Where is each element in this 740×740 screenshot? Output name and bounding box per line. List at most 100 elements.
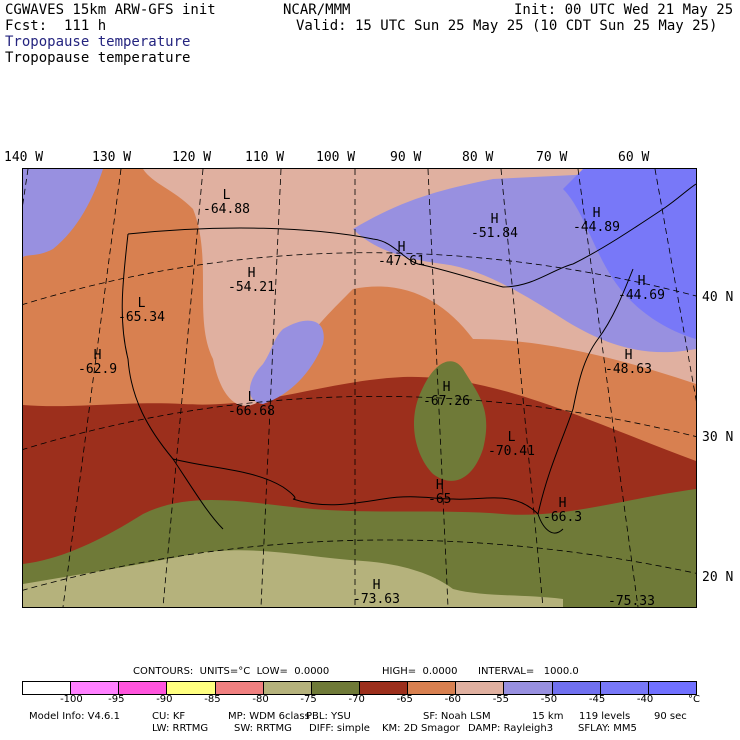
pressure-label: H -47.61 (378, 241, 425, 269)
shortwave-scheme: SW: RRTMG (234, 723, 292, 734)
west-coast (121, 233, 224, 530)
pressure-label: H -44.69 (618, 275, 665, 303)
label-value: -66.3 (543, 510, 583, 525)
color-tick-label: -40 (636, 694, 654, 705)
color-swatch (552, 682, 601, 694)
color-tick-label: -45 (588, 694, 606, 705)
lat-label: 40 N (702, 290, 734, 305)
gulf-coast (292, 496, 564, 534)
label-value: -62.9 (78, 362, 118, 377)
pressure-label: H -73.63 (353, 579, 400, 607)
color-swatch (167, 682, 216, 694)
tropopause-temperature-map: L -64.88 H -51.84 H -44.89 H -47.61 H -54.21 … (22, 168, 697, 608)
label-value: -64.88 (203, 202, 250, 217)
color-swatch (504, 682, 553, 694)
resolution: 15 km (532, 711, 564, 722)
label-value: -47.61 (378, 254, 425, 269)
org-label: NCAR/MMM (283, 2, 351, 18)
lon-label: 140 W (4, 150, 44, 165)
field-khaki-south (23, 550, 563, 607)
label-letter: H (435, 478, 444, 493)
meridian-line (260, 169, 282, 607)
label-letter: H (372, 578, 381, 593)
surface-scheme: SF: Noah LSM (423, 711, 491, 722)
label-letter: H (624, 348, 633, 363)
field-lavender-nw (23, 169, 103, 257)
label-letter: H (637, 274, 646, 289)
label-value: -75.33 (608, 594, 655, 608)
lon-label: 100 W (316, 150, 356, 165)
meridian-line (62, 169, 122, 607)
pressure-label: H -44.89 (573, 207, 620, 235)
label-letter: H (490, 212, 499, 227)
map-canvas (23, 169, 696, 607)
pressure-label: L -65.34 (118, 297, 165, 325)
pressure-label: H -67.26 (423, 381, 470, 409)
field-khaki-southwest (23, 581, 83, 607)
label-value: -48.63 (605, 362, 652, 377)
color-tick-label: -50 (540, 694, 558, 705)
pressure-label: -75.33 (608, 595, 655, 608)
color-swatch (456, 682, 505, 694)
color-scale-unit: °C (688, 694, 700, 705)
color-swatch (119, 682, 168, 694)
field-title-primary: Tropopause temperature (5, 34, 191, 50)
color-tick-label: -75 (300, 694, 317, 705)
mexico-border (172, 458, 296, 500)
diffusion-scheme: DIFF: simple (309, 723, 370, 734)
meridian-line (500, 169, 544, 607)
pressure-label: L -66.68 (228, 391, 275, 419)
meridian-line (654, 169, 696, 402)
us-canada-border (127, 227, 574, 288)
lon-label: 70 W (536, 150, 568, 165)
color-tick-label: -85 (204, 694, 221, 705)
init-time: Init: 00 UTC Wed 21 May 25 (514, 2, 734, 18)
lon-label: 110 W (245, 150, 285, 165)
lon-label: 80 W (462, 150, 494, 165)
lon-label: 60 W (618, 150, 650, 165)
timestep: 90 sec (654, 711, 687, 722)
lat-label: 30 N (702, 430, 734, 445)
field-title-secondary: Tropopause temperature (5, 50, 191, 66)
color-swatch (215, 682, 264, 694)
color-swatch (311, 682, 360, 694)
label-letter: H (397, 240, 406, 255)
pressure-label: H -48.63 (605, 349, 652, 377)
label-value: -44.89 (573, 220, 620, 235)
meridian-line (427, 169, 449, 607)
pressure-label: H -65 (428, 479, 451, 507)
label-value: -54.21 (228, 280, 275, 295)
model-info: Model Info: V4.6.1 (29, 711, 120, 722)
valid-time: Valid: 15 UTC Sun 25 May 25 (10 CDT Sun … (296, 18, 718, 34)
color-swatch (71, 682, 120, 694)
field-olive-inland (413, 361, 487, 481)
label-value: -73.63 (353, 592, 400, 607)
color-tick-label: -60 (444, 694, 461, 705)
vertical-levels: 119 levels (579, 711, 631, 722)
label-letter: L (507, 430, 516, 445)
color-tick-label: -90 (156, 694, 173, 705)
graticule (23, 169, 696, 607)
parallel-line (23, 252, 696, 305)
color-swatch (600, 682, 649, 694)
label-value: -65 (428, 492, 452, 507)
label-letter: H (592, 206, 601, 221)
pressure-label: H -54.21 (228, 267, 275, 295)
label-letter: H (247, 266, 256, 281)
pbl-scheme: PBL: YSU (306, 711, 351, 722)
color-scale-bar (22, 681, 697, 695)
east-coast (537, 268, 634, 515)
label-letter: L (222, 188, 231, 203)
meridian-line (577, 169, 639, 607)
longwave-scheme: LW: RRTMG (152, 723, 209, 734)
model-title: CGWAVES 15km ARW-GFS init (5, 2, 216, 18)
contour-high: HIGH= 0.0000 (382, 666, 458, 677)
pressure-label: H -62.9 (78, 349, 117, 377)
cumulus-scheme: CU: KF (152, 711, 186, 722)
label-letter: L (137, 296, 146, 311)
label-letter: H (558, 496, 567, 511)
pressure-label: H -66.3 (543, 497, 582, 525)
pressure-label: H -51.84 (471, 213, 518, 241)
color-swatch (359, 682, 409, 694)
parallel-line (23, 396, 696, 450)
